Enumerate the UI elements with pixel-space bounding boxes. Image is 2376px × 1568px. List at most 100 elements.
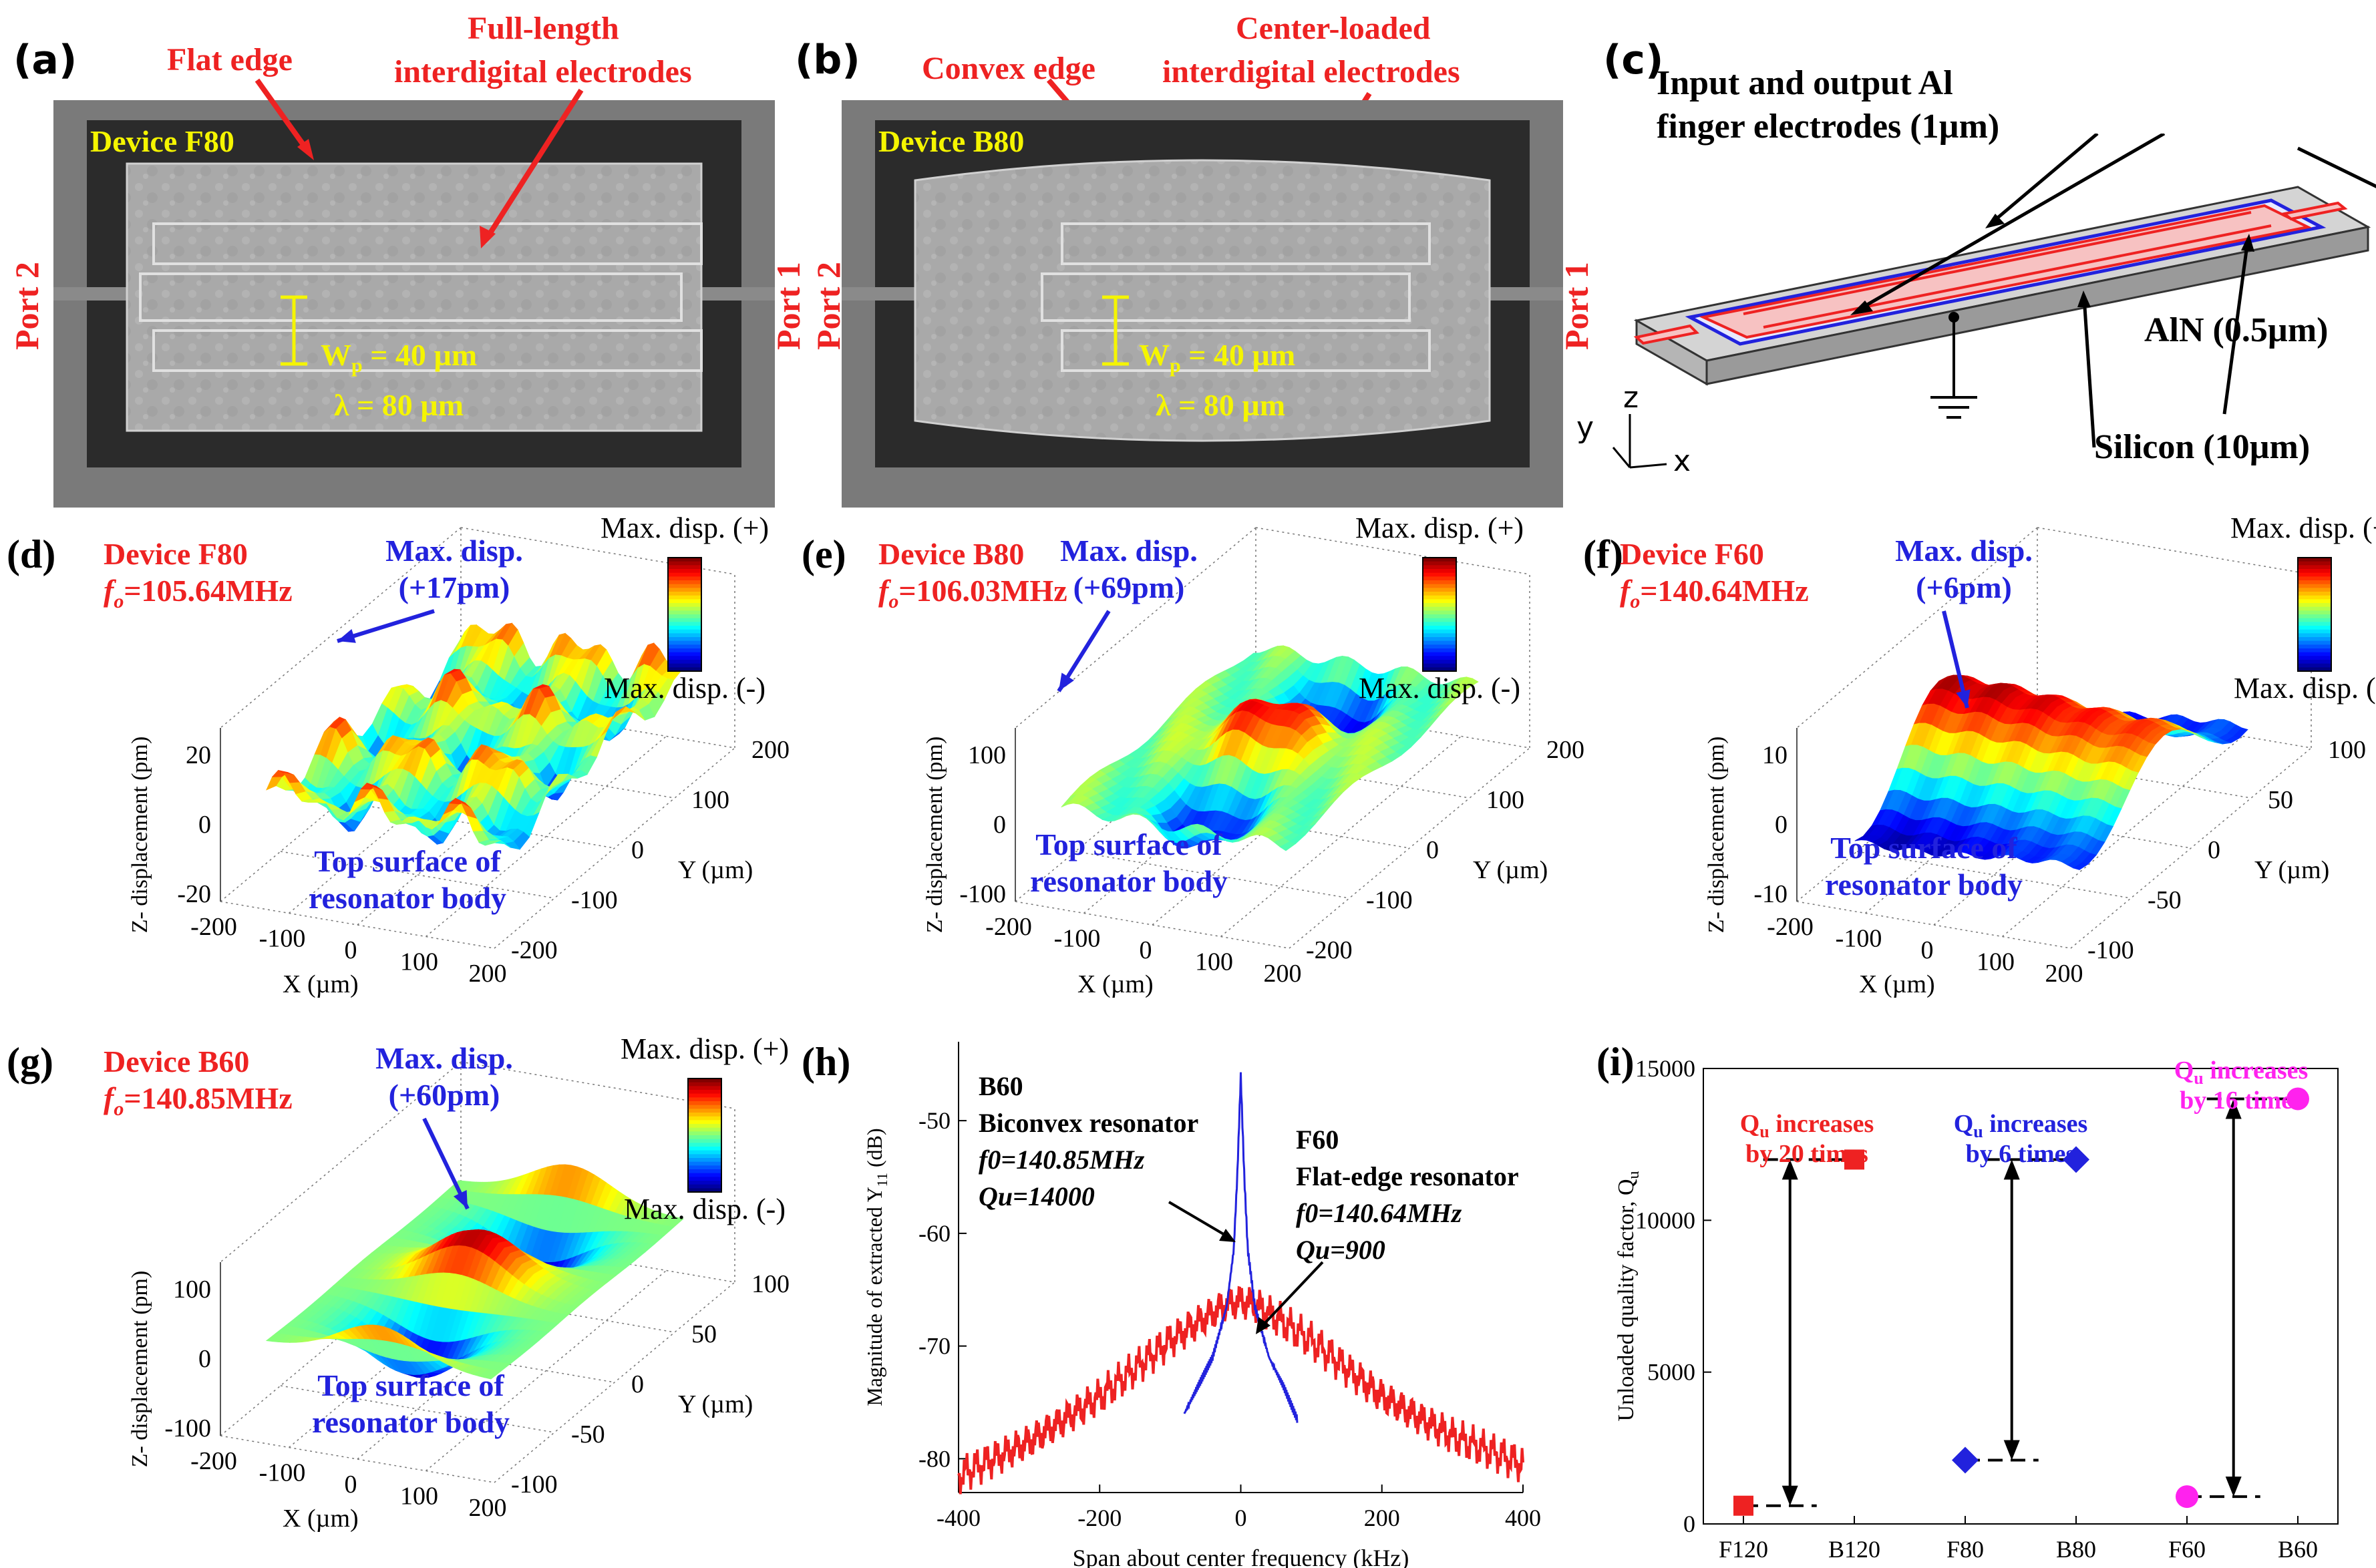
x-tick-label: 200	[469, 1494, 507, 1522]
surface-label-1: Top surface of	[314, 844, 501, 878]
x-tick-label: 200	[2045, 960, 2083, 988]
colorbar-segment	[668, 558, 701, 562]
colorbar-segment	[1423, 610, 1456, 615]
colorbar-segment	[1423, 558, 1456, 562]
max-disp-arrowhead	[337, 628, 356, 643]
arrowhead-down	[1781, 1485, 1798, 1506]
arrowhead-up	[1781, 1159, 1798, 1180]
panel-a-device-name: Device F80	[90, 124, 234, 158]
f60-name: Flat-edge resonator	[1296, 1161, 1519, 1191]
z-tick-label: -100	[959, 880, 1006, 908]
colorbar-segment	[668, 667, 701, 672]
max-disp-label: Max. disp.	[1060, 534, 1198, 568]
colorbar-segment	[688, 1135, 721, 1140]
z-tick-label: 100	[173, 1276, 211, 1304]
y-tick-label: 15000	[1635, 1055, 1695, 1082]
surface-label-2: resonator body	[1825, 867, 2023, 902]
arrowhead-up	[2225, 1099, 2242, 1119]
surface-patch	[2073, 862, 2089, 870]
colorbar-segment	[1423, 599, 1456, 604]
colorbar-segment	[1423, 606, 1456, 612]
panel-b-label: (b)	[795, 37, 860, 83]
marker-f80	[1952, 1446, 1979, 1474]
x-tick-label: -200	[1767, 913, 1814, 941]
panel-a-label: (a)	[13, 37, 77, 83]
z-tick-label: -20	[177, 880, 211, 908]
colorbar-segment	[1423, 618, 1456, 623]
panel-b-sem-image	[842, 100, 1563, 508]
plot-frame	[1703, 1068, 2339, 1525]
x-tick-label: B80	[2056, 1536, 2096, 1563]
x-tick-label: 0	[1921, 936, 1934, 964]
grid-line	[400, 751, 675, 799]
colorbar-segment	[2298, 667, 2331, 672]
x-tick-label: 100	[1195, 948, 1233, 976]
series-f60-line	[957, 1286, 1524, 1495]
colorbar-segment	[2298, 565, 2331, 570]
panel-b-lambda: λ = 80 µm	[1156, 388, 1286, 422]
panel-label: (i)	[1596, 1040, 1635, 1084]
colorbar-segment	[688, 1143, 721, 1147]
grid-line	[340, 801, 615, 849]
colorbar-segment	[1423, 576, 1456, 581]
colorbar-segment	[2298, 629, 2331, 634]
qu-annotation-2: Qu increases	[1954, 1110, 2088, 1141]
panel-h-chart: -400 -200 0 200 400 -80 -70 -60 -50 Span about ce…	[802, 1040, 1541, 1568]
device-name: Device B60	[104, 1044, 249, 1079]
colorbar-segment	[2298, 588, 2331, 592]
colorbar-segment	[2298, 572, 2331, 578]
colorbar-segment	[668, 660, 701, 664]
x-tick-label: -100	[259, 925, 306, 953]
f60-frequency: f0=140.64MHz	[1296, 1198, 1462, 1228]
colorbar-frame	[1422, 557, 1457, 672]
colorbar-segment	[688, 1109, 721, 1113]
colorbar-minus-label: Max. disp. (-)	[1359, 672, 1520, 705]
grid-line	[494, 747, 735, 949]
panel-c-device-diagram	[1612, 134, 2376, 469]
colorbar-frame	[687, 1078, 722, 1193]
grid-line	[220, 901, 495, 949]
colorbar-segment	[1423, 656, 1456, 660]
marker-b60	[2286, 1087, 2309, 1111]
y-axis-label: Y (µm)	[678, 1390, 753, 1418]
marker-f120	[1733, 1495, 1753, 1516]
y-axis-label: Y (µm)	[678, 856, 753, 884]
max-disp-value: (+60pm)	[389, 1078, 500, 1112]
colorbar-segment	[1423, 595, 1456, 600]
grid-line	[220, 1435, 495, 1483]
b60-name: Biconvex resonator	[979, 1108, 1198, 1138]
surface-patch	[484, 1370, 502, 1380]
colorbar-segment	[2298, 599, 2331, 604]
colorbar-segment	[688, 1150, 721, 1155]
grid-line	[2070, 747, 2312, 949]
colorbar-segment	[1423, 652, 1456, 657]
x-tick-label: B120	[1828, 1536, 1880, 1563]
y-tick-label: 0	[1426, 836, 1439, 864]
x-tick-label: 0	[1235, 1505, 1247, 1531]
colorbar-segment	[688, 1169, 721, 1174]
surface-label-1: Top surface of	[317, 1368, 504, 1402]
grid-line	[1075, 851, 1350, 899]
x-tick-label: 100	[1977, 948, 2015, 976]
x-axis-label: X (µm)	[283, 1505, 359, 1533]
colorbar-segment	[1423, 640, 1456, 646]
arrowhead-down	[2225, 1477, 2242, 1497]
colorbar-segment	[1423, 663, 1456, 668]
y-axis-label: Y (µm)	[1473, 856, 1548, 884]
x-axis-label: X (µm)	[1859, 970, 1935, 998]
colorbar-segment	[688, 1158, 721, 1163]
f60-q: Qu=900	[1296, 1235, 1385, 1265]
panel-c-silicon-label: Silicon (10µm)	[2094, 428, 2311, 466]
grid-line	[220, 1061, 462, 1263]
y-tick-label: -60	[918, 1220, 951, 1247]
max-disp-label: Max. disp.	[1895, 534, 2033, 568]
colorbar-segment	[1423, 637, 1456, 642]
y-tick-label: -100	[2087, 936, 2134, 964]
surface-label-1: Top surface of	[1830, 831, 2017, 865]
grid-line	[2037, 701, 2312, 749]
y-tick-label: -100	[1366, 886, 1413, 914]
colorbar-segment	[688, 1113, 721, 1117]
x-tick-label: -200	[190, 1447, 237, 1475]
max-disp-arrowhead	[1059, 672, 1074, 691]
colorbar-plus-label: Max. disp. (+)	[1355, 512, 1524, 544]
